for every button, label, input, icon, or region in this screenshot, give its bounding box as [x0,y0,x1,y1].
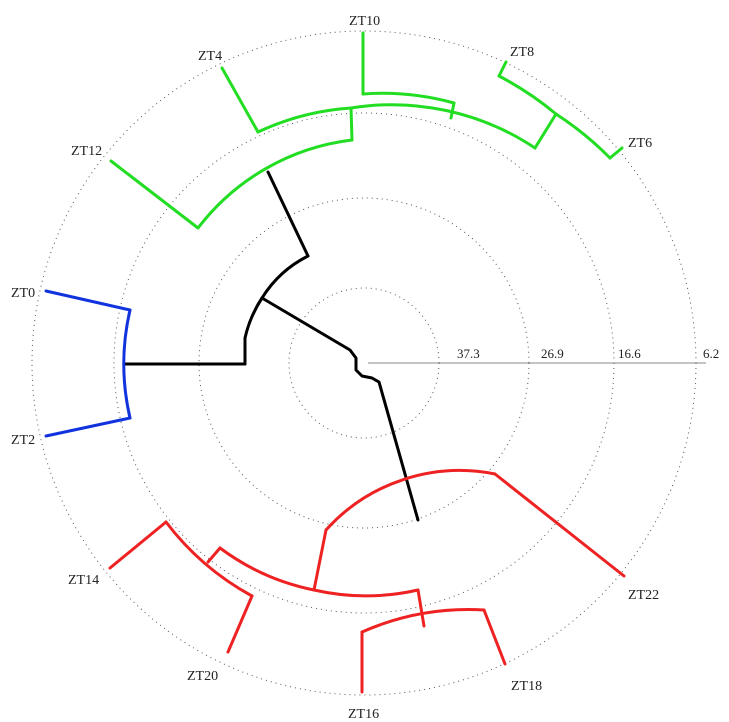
leaf-label-zt20: ZT20 [187,669,218,684]
red-branch [312,528,328,592]
red-branch [482,608,507,666]
green-branch [449,101,456,120]
blue-arc [122,308,132,420]
red-arc [218,546,316,592]
red-arc [312,588,420,598]
blue-branch [44,416,132,438]
red-branch [206,546,222,564]
leaf-label-zt22: ZT22 [628,588,659,603]
green-branch [497,60,508,78]
red-branch [416,588,426,628]
scale-tick-label: 37.3 [457,346,480,361]
red-arc [324,469,497,532]
green-arc [554,112,612,160]
blue-cluster [44,289,132,438]
green-arc [497,74,558,116]
leaf-label-zt4: ZT4 [198,49,222,64]
root-branch [260,296,420,522]
green-arc [256,106,353,134]
leaf-label-zt12: ZT12 [71,144,102,159]
green-arc [361,91,456,105]
green-branch [608,146,624,160]
green-branch [220,66,260,134]
leaf-label-zt14: ZT14 [68,573,99,588]
red-arc [164,520,254,598]
scale-ticks: 37.3 26.9 16.6 6.2 [457,346,719,361]
scale-tick-label: 6.2 [703,346,719,361]
leaf-label-zt0: ZT0 [11,286,35,301]
root-arc [243,296,264,366]
green-cluster [109,31,624,230]
scale-tick-label: 16.6 [618,346,641,361]
root-branches [122,170,420,522]
red-cluster [108,469,626,694]
red-branch [226,594,254,654]
scale-tick-label: 26.9 [541,346,564,361]
green-branch [349,106,354,142]
leaf-label-zt8: ZT8 [510,45,534,60]
red-branch [108,520,168,570]
green-arc [196,138,354,230]
root-arc [260,254,310,300]
root-branch [266,170,310,258]
leaf-label-zt6: ZT6 [628,136,652,151]
leaf-label-zt2: ZT2 [11,433,35,448]
red-branch [493,472,626,578]
leaf-label-zt18: ZT18 [511,679,542,694]
red-arc [360,608,486,634]
blue-branch [44,289,132,312]
green-branch [109,159,200,230]
leaf-labels: ZT10 ZT8 ZT6 ZT4 ZT12 ZT0 ZT2 ZT14 ZT20 … [11,14,659,722]
leaf-label-zt10: ZT10 [349,14,380,29]
leaf-label-zt16: ZT16 [348,707,379,722]
green-branch [533,112,558,150]
green-arc [349,103,537,150]
